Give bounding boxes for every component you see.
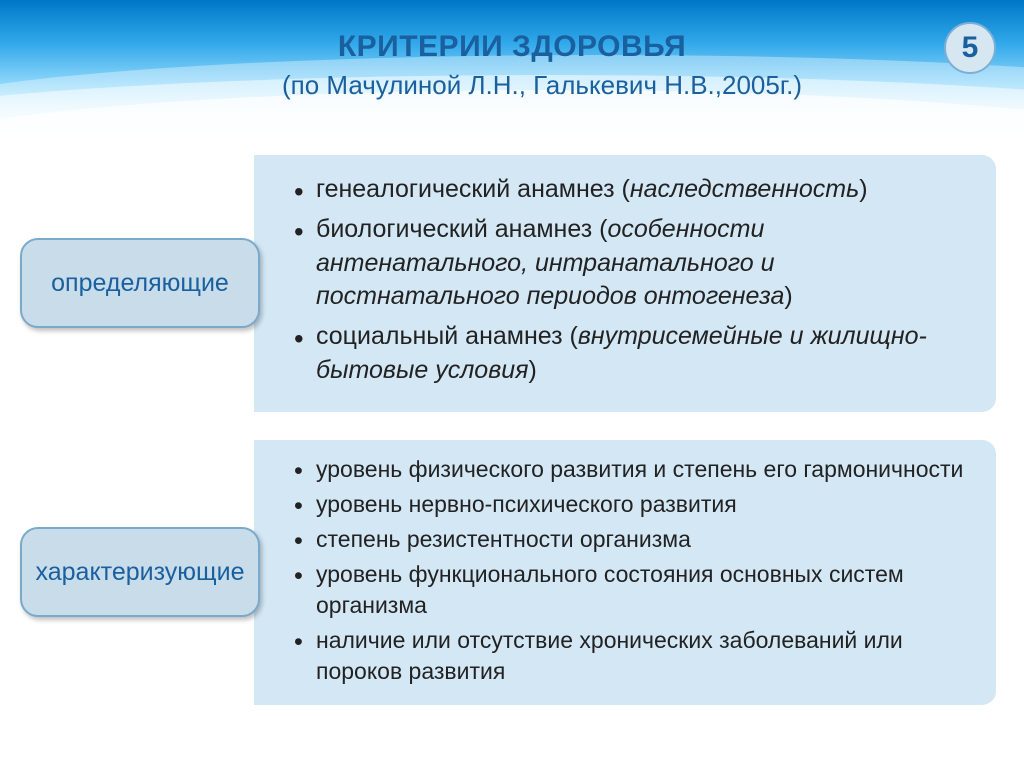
page-number-badge: 5	[944, 22, 996, 74]
section-defining: определяющие генеалогический анамнез (на…	[20, 155, 996, 412]
section-label: характеризующие	[20, 527, 260, 617]
section-content: генеалогический анамнез (наследственност…	[254, 155, 996, 412]
header-text-block: КРИТЕРИИ ЗДОРОВЬЯ (по Мачулиной Л.Н., Га…	[0, 30, 1024, 101]
list-item: уровень физического развития и степень е…	[294, 454, 968, 485]
list-item: генеалогический анамнез (наследственност…	[294, 173, 968, 207]
section-label: определяющие	[20, 238, 260, 328]
section-list: генеалогический анамнез (наследственност…	[294, 173, 968, 388]
section-label-text: определяющие	[51, 269, 229, 298]
page-title: КРИТЕРИИ ЗДОРОВЬЯ	[0, 30, 1024, 64]
list-item: степень резистентности организма	[294, 524, 968, 555]
list-item: биологический анамнез (особенности антен…	[294, 213, 968, 314]
content-area: определяющие генеалогический анамнез (на…	[0, 155, 1024, 733]
page-number: 5	[962, 31, 979, 65]
list-item: наличие или отсутствие хронических забол…	[294, 625, 968, 687]
page-subtitle: (по Мачулиной Л.Н., Галькевич Н.В.,2005г…	[0, 70, 1024, 101]
section-list: уровень физического развития и степень е…	[294, 454, 968, 687]
list-item: уровень функционального состояния основн…	[294, 559, 968, 621]
list-item: уровень нервно-психического развития	[294, 489, 968, 520]
section-label-text: характеризующие	[36, 558, 245, 587]
section-content: уровень физического развития и степень е…	[254, 440, 996, 705]
list-item: социальный анамнез (внутрисемейные и жил…	[294, 320, 968, 388]
section-characterizing: характеризующие уровень физического разв…	[20, 440, 996, 705]
